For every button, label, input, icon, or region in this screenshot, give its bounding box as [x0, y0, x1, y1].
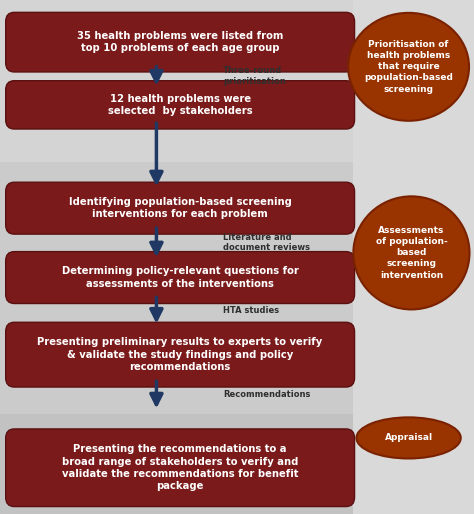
- Bar: [0, 414, 353, 514]
- Bar: [0, 0, 353, 162]
- Text: Prioritisation of
health problems
that require
population-based
screening: Prioritisation of health problems that r…: [364, 40, 453, 94]
- Text: Determining policy-relevant questions for
assessments of the interventions: Determining policy-relevant questions fo…: [62, 266, 299, 289]
- FancyBboxPatch shape: [6, 182, 355, 234]
- FancyBboxPatch shape: [6, 81, 355, 129]
- Text: Literature and
document reviews: Literature and document reviews: [223, 233, 310, 252]
- Text: HTA studies: HTA studies: [223, 306, 279, 315]
- Text: 35 health problems were listed from
top 10 problems of each age group: 35 health problems were listed from top …: [77, 31, 283, 53]
- FancyBboxPatch shape: [6, 429, 355, 507]
- FancyBboxPatch shape: [6, 322, 355, 387]
- Ellipse shape: [353, 196, 469, 309]
- Bar: [353, 0, 474, 514]
- Bar: [0, 162, 353, 414]
- Ellipse shape: [348, 13, 469, 121]
- Text: Three-round
prioritisation: Three-round prioritisation: [223, 66, 285, 86]
- Text: Assessments
of population-
based
screening
intervention: Assessments of population- based screeni…: [375, 226, 447, 280]
- Text: 12 health problems were
selected  by stakeholders: 12 health problems were selected by stak…: [108, 94, 253, 116]
- Ellipse shape: [356, 417, 461, 458]
- Text: Appraisal: Appraisal: [384, 433, 433, 443]
- Text: Presenting preliminary results to experts to verify
& validate the study finding: Presenting preliminary results to expert…: [37, 337, 323, 372]
- Text: Identifying population-based screening
interventions for each problem: Identifying population-based screening i…: [69, 197, 292, 219]
- Text: Presenting the recommendations to a
broad range of stakeholders to verify and
va: Presenting the recommendations to a broa…: [62, 444, 298, 491]
- Text: Recommendations: Recommendations: [223, 390, 310, 399]
- FancyBboxPatch shape: [6, 12, 355, 72]
- FancyBboxPatch shape: [6, 252, 355, 303]
